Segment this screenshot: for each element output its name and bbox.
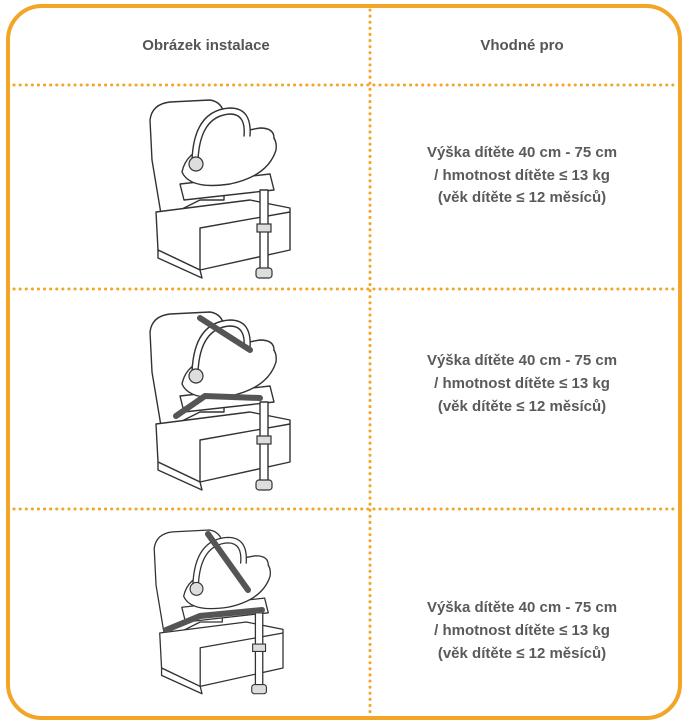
header-cell: Vhodné pro: [480, 37, 563, 54]
cell-text: / hmotnost dítěte ≤ 13 kg: [434, 375, 610, 392]
install-illustration: [153, 529, 284, 695]
cell-text: / hmotnost dítěte ≤ 13 kg: [434, 622, 610, 639]
cell-text: (věk dítěte ≤ 12 měsíců): [438, 189, 606, 206]
header-cell: Obrázek instalace: [142, 37, 270, 54]
cell-text: (věk dítěte ≤ 12 měsíců): [438, 398, 606, 415]
frame: [6, 4, 682, 720]
cell-text: Výška dítěte 40 cm - 75 cm: [427, 599, 617, 616]
cell-text: / hmotnost dítěte ≤ 13 kg: [434, 167, 610, 184]
install-illustration: [149, 311, 291, 491]
cell-text: (věk dítěte ≤ 12 měsíců): [438, 645, 606, 662]
install-illustration: [149, 99, 291, 279]
cell-text: Výška dítěte 40 cm - 75 cm: [427, 144, 617, 161]
cell-text: Výška dítěte 40 cm - 75 cm: [427, 352, 617, 369]
